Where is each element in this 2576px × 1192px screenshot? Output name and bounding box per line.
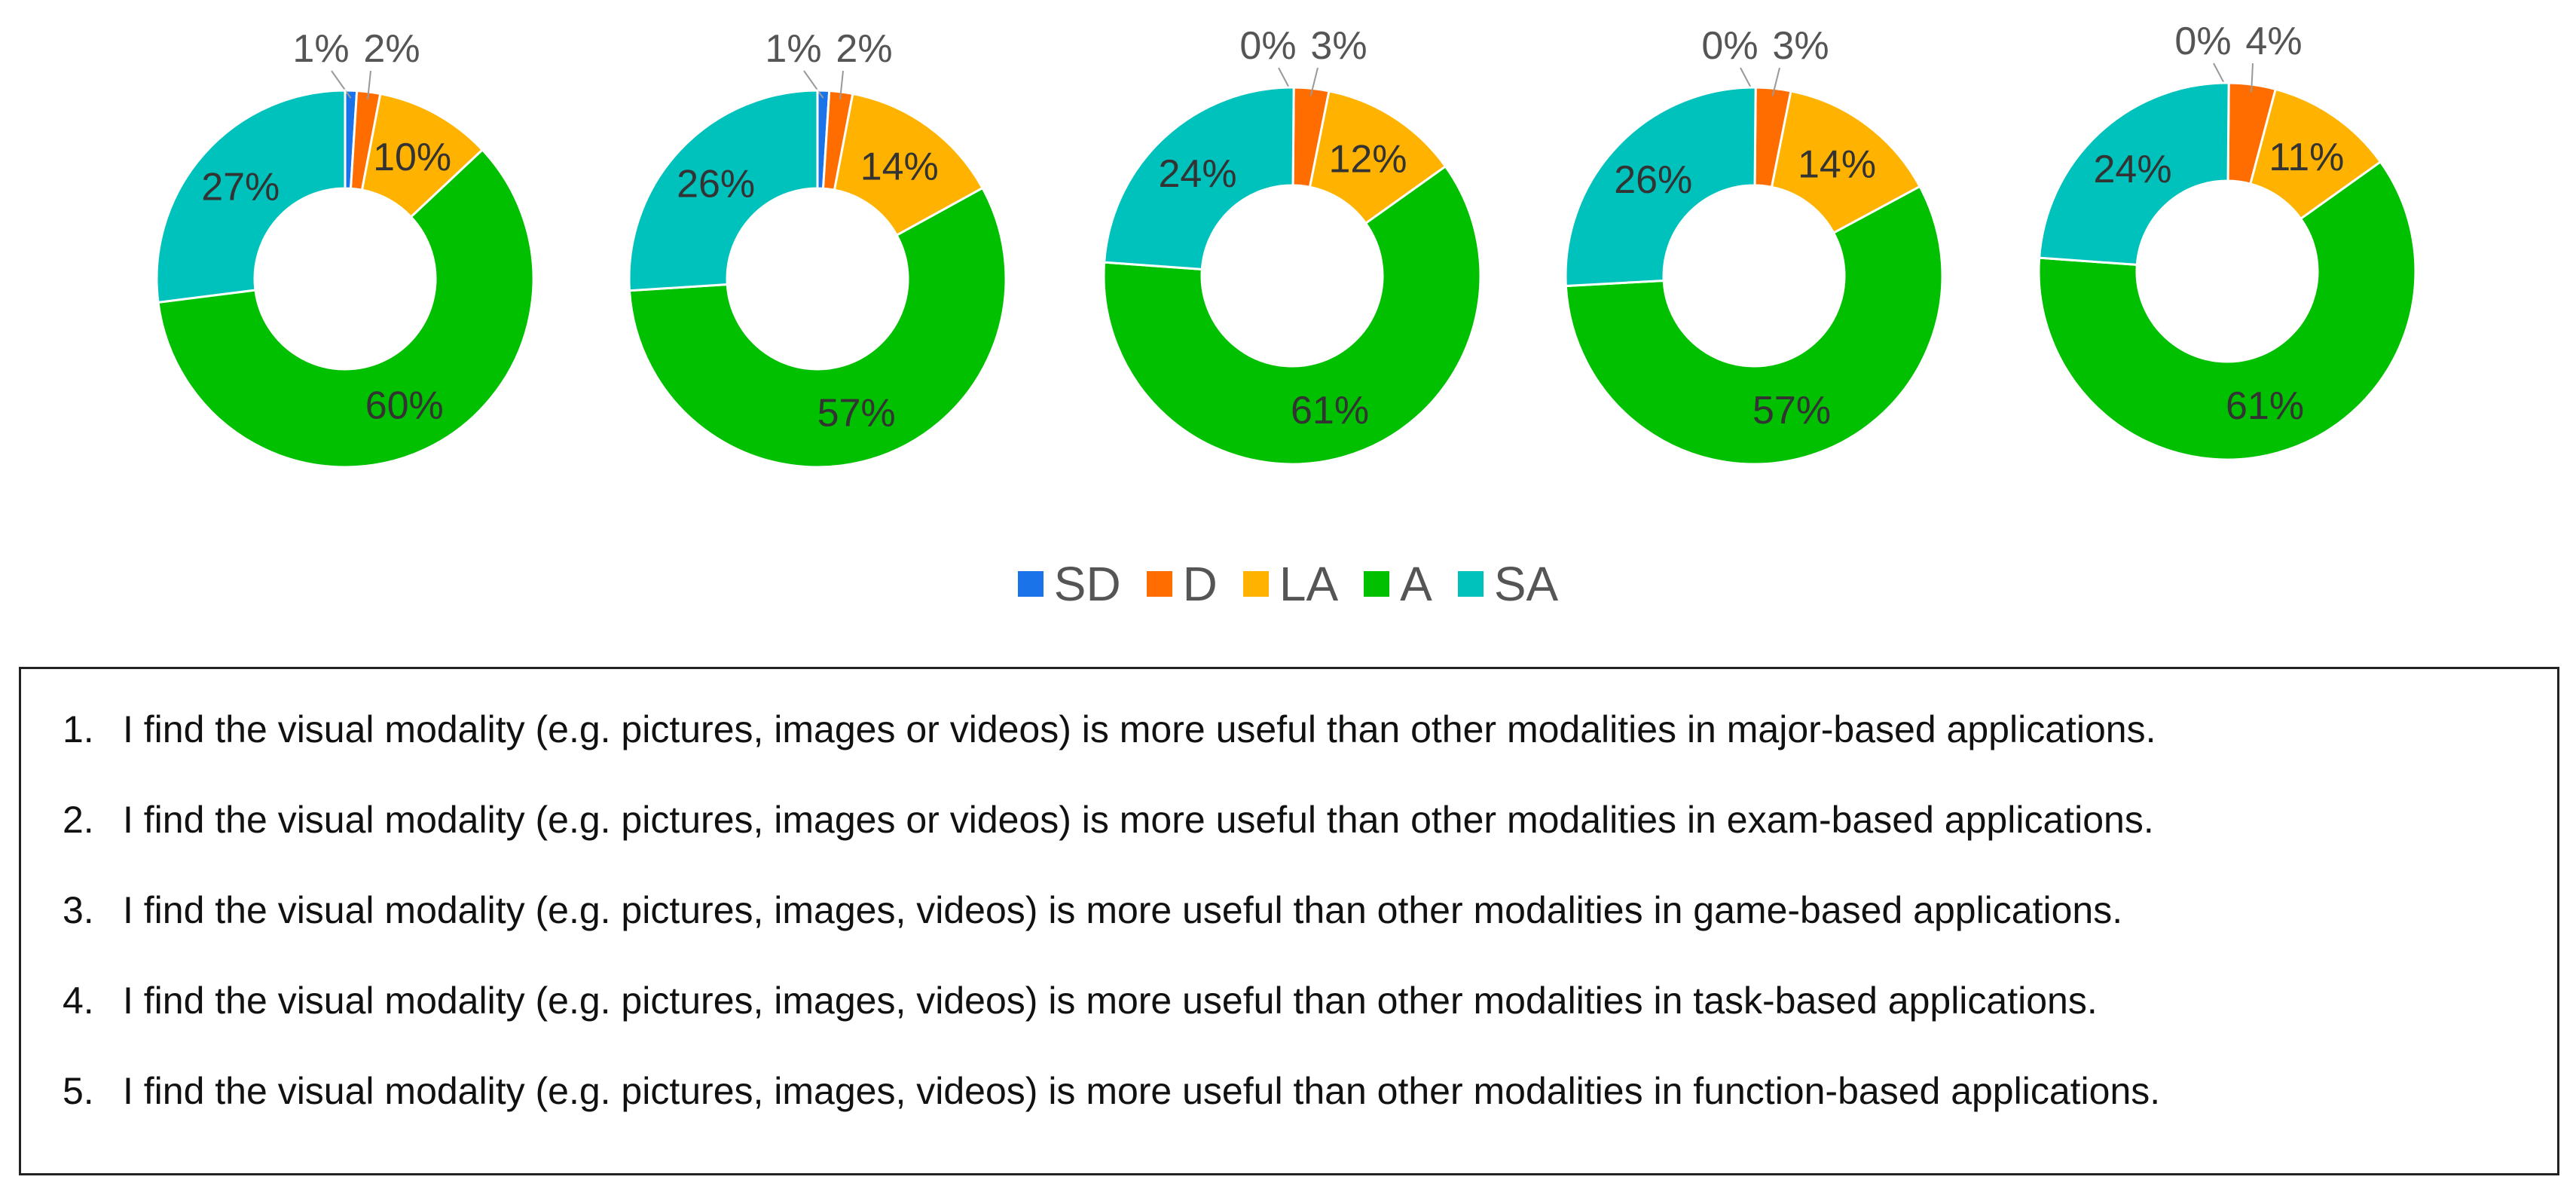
slice-la — [833, 92, 985, 237]
slice-sa — [628, 89, 819, 292]
slice-a — [1564, 185, 1944, 466]
data-label-sa: 24% — [2094, 148, 2172, 191]
slice-a — [1102, 164, 1482, 466]
statement-text: I find the visual modality (e.g. picture… — [123, 799, 2154, 841]
data-label-d: 3% — [1772, 24, 1829, 68]
statement-number: 3. — [63, 889, 94, 931]
data-label-a: 61% — [2226, 384, 2304, 428]
data-label-la: 10% — [373, 136, 451, 179]
data-label-la: 14% — [1798, 142, 1876, 186]
statement-number: 1. — [63, 708, 94, 750]
donut-charts: 1% 2%10%60%27%1% 2%14%57%26%0% 3%12%61%24%0… — [155, 20, 2417, 469]
data-label-sa: 27% — [201, 166, 280, 209]
slice-a — [2037, 160, 2417, 461]
slice-a — [628, 186, 1007, 469]
legend-label-sd: SD — [1053, 557, 1121, 611]
donut-chart-2: 1% 2% 14% 57% 26% — [628, 27, 1007, 469]
data-label-a: 61% — [1291, 389, 1369, 432]
slice-sa — [1103, 86, 1295, 271]
leader-line-d — [367, 70, 371, 99]
legend-item-sa: SA — [1457, 556, 1559, 612]
statement-text: I find the visual modality (e.g. picture… — [123, 708, 2156, 750]
legend-label-la: LA — [1279, 557, 1339, 611]
slice-sa — [2038, 81, 2230, 267]
legend-label-d: D — [1182, 557, 1218, 611]
data-label-sd: 1% — [765, 27, 821, 71]
data-label-sa: 24% — [1159, 152, 1237, 196]
statement-item: 5. I find the visual modality (e.g. pict… — [63, 1068, 2557, 1114]
statement-item: 2. I find the visual modality (e.g. pict… — [63, 797, 2557, 842]
leader-line-d — [839, 70, 844, 99]
data-label-sd: 0% — [1701, 24, 1758, 68]
slice-a — [157, 148, 535, 469]
donut-chart-4: 0% 3% 14% 57% 26% — [1564, 24, 1944, 466]
statement-item: 1. I find the visual modality (e.g. pict… — [63, 707, 2557, 752]
statement-number: 4. — [63, 980, 94, 1022]
legend-item-a: A — [1364, 556, 1432, 612]
statements-box: 1. I find the visual modality (e.g. pict… — [19, 667, 2559, 1175]
legend-label-a: A — [1400, 557, 1432, 611]
leader-line-d — [1309, 67, 1319, 96]
data-label-d: 4% — [2245, 20, 2302, 63]
donut-chart-3: 0% 3% 12% 61% 24% — [1102, 24, 1482, 466]
data-label-sa: 26% — [677, 162, 755, 206]
slice-sa — [1564, 86, 1757, 288]
data-label-la: 11% — [2269, 136, 2344, 179]
legend-item-sd: SD — [1017, 556, 1121, 612]
data-label-a: 57% — [1752, 389, 1831, 432]
data-label-la: 14% — [860, 145, 939, 188]
statement-number: 5. — [63, 1070, 94, 1112]
legend-swatch-a — [1364, 571, 1390, 597]
legend-label-sa: SA — [1493, 557, 1559, 611]
data-label-a: 57% — [817, 392, 896, 436]
statement-number: 2. — [63, 799, 94, 841]
statement-item: 4. I find the visual modality (e.g. pict… — [63, 978, 2557, 1023]
data-label-sd: 0% — [1239, 24, 1296, 68]
leader-line-sd — [331, 70, 352, 99]
data-label-a: 60% — [365, 384, 444, 427]
legend-swatch-sd — [1017, 571, 1044, 597]
leader-line-d — [2251, 63, 2254, 93]
leader-line-d — [1771, 67, 1780, 96]
legend-swatch-la — [1242, 571, 1269, 597]
data-label-d: 2% — [836, 27, 892, 71]
data-label-sa: 26% — [1614, 158, 1692, 202]
legend-swatch-sa — [1457, 571, 1484, 597]
statement-item: 3. I find the visual modality (e.g. pict… — [63, 888, 2557, 933]
donut-chart-1: 1% 2% 10% 60% 27% — [155, 27, 535, 469]
data-label-d: 3% — [1310, 24, 1367, 68]
chart-legend: SD D LA A SA — [0, 554, 2576, 614]
statement-text: I find the visual modality (e.g. picture… — [123, 889, 2123, 931]
legend-swatch-d — [1146, 571, 1172, 597]
donut-chart-5: 0% 4% 11% 61% 24% — [2037, 20, 2417, 461]
statement-text: I find the visual modality (e.g. picture… — [123, 980, 2098, 1022]
data-label-d: 2% — [363, 27, 420, 71]
slice-sa — [155, 89, 347, 304]
data-label-sd: 0% — [2174, 20, 2231, 63]
data-label-sd: 1% — [292, 27, 349, 71]
statement-text: I find the visual modality (e.g. picture… — [123, 1070, 2161, 1112]
legend-item-d: D — [1146, 556, 1218, 612]
leader-line-sd — [803, 70, 824, 99]
slice-la — [1770, 90, 1922, 235]
legend-item-la: LA — [1242, 556, 1339, 612]
data-label-la: 12% — [1328, 138, 1407, 182]
statement-list: 1. I find the visual modality (e.g. pict… — [21, 669, 2557, 1114]
